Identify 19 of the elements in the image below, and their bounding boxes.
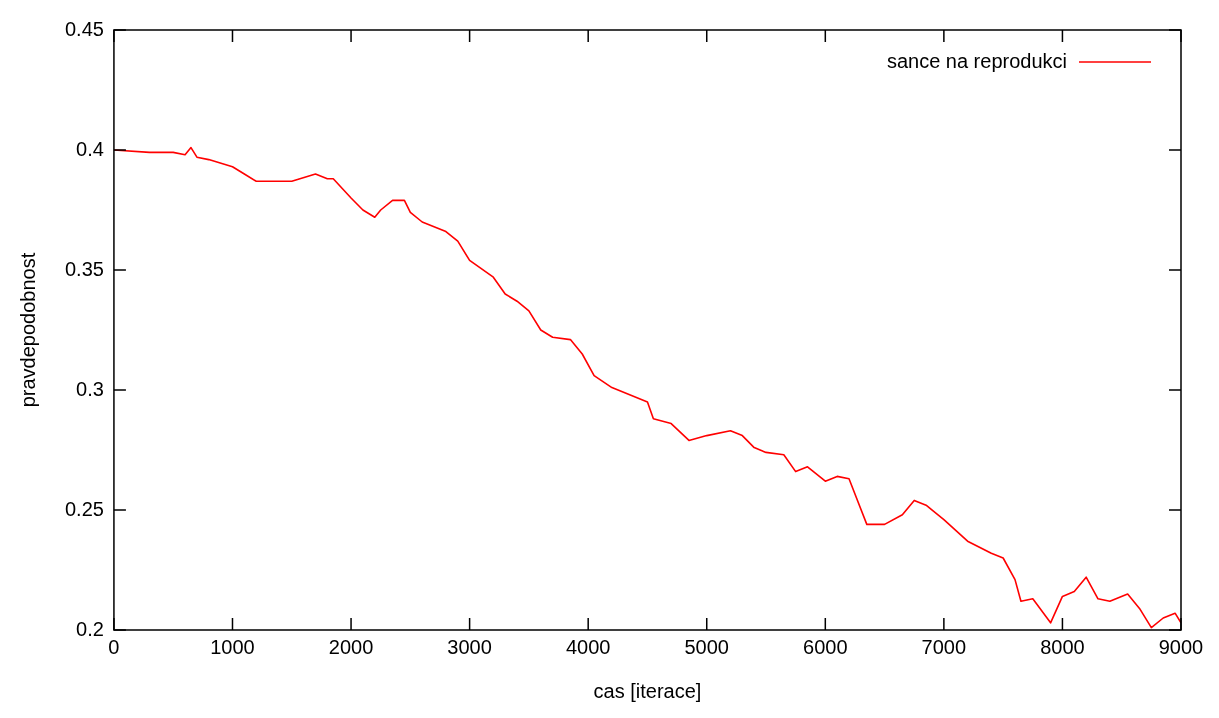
- y-tick-label: 0.2: [76, 617, 104, 640]
- legend-label: sance na reprodukci: [886, 49, 1067, 72]
- y-tick-label: 0.45: [64, 17, 104, 40]
- x-tick-label: 7000: [921, 635, 967, 658]
- x-tick-label: 5000: [684, 635, 729, 658]
- x-tick-label: 8000: [1040, 635, 1085, 658]
- y-tick-label: 0.35: [64, 257, 104, 280]
- x-tick-label: 4000: [565, 635, 611, 658]
- x-tick-label: 1000: [210, 635, 255, 658]
- x-axis-title: cas [iterace]: [593, 679, 702, 702]
- x-tick-label: 9000: [1158, 635, 1204, 658]
- y-axis-title: pravdepodobnost: [16, 252, 39, 408]
- y-tick-label: 0.3: [76, 377, 104, 400]
- x-tick-label: 3000: [447, 635, 492, 658]
- y-tick-label: 0.25: [64, 497, 104, 520]
- x-tick-label: 6000: [803, 635, 848, 658]
- x-tick-label: 2000: [328, 635, 374, 658]
- x-tick-label: 0: [108, 635, 120, 658]
- y-tick-label: 0.4: [76, 137, 104, 160]
